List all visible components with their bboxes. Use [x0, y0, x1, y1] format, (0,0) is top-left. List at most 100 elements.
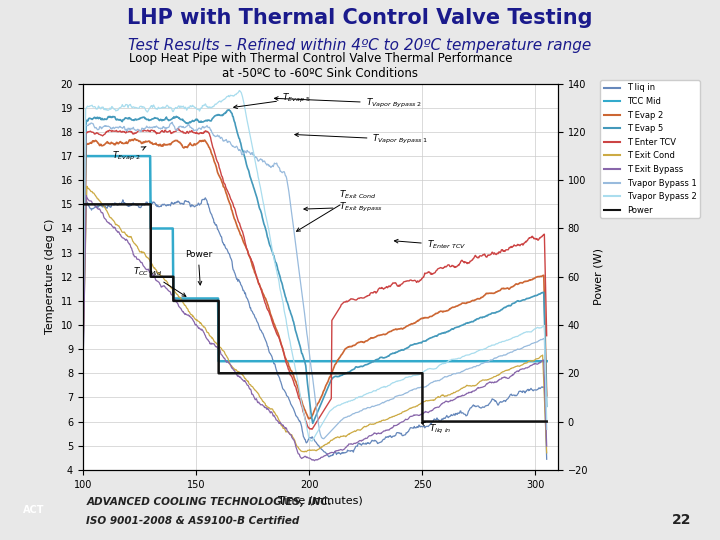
T Exit Cond — [542, 450, 551, 456]
T Enter TCV — [431, 268, 440, 274]
T Exit Bypass — [479, 383, 487, 390]
TCC Mid — [215, 358, 223, 365]
T Exit Bypass — [431, 404, 440, 411]
Title: Loop Heat Pipe with Thermal Control Valve Thermal Performance
at -50ºC to -60ºC : Loop Heat Pipe with Thermal Control Valv… — [129, 52, 512, 80]
Tvapor Bypass 1 — [78, 342, 87, 348]
Text: $T_{Enter\ TCV}$: $T_{Enter\ TCV}$ — [395, 239, 466, 251]
Tvapor Bypass 2 — [235, 87, 244, 94]
Text: $T_{Evap\ 2}$: $T_{Evap\ 2}$ — [112, 146, 146, 163]
Power — [360, 370, 369, 376]
Text: Test Results – Refined within 4ºC to 20ºC temperature range: Test Results – Refined within 4ºC to 20º… — [128, 38, 592, 53]
Text: $T_{Evap\ 5}$: $T_{Evap\ 5}$ — [234, 92, 310, 109]
TCC Mid — [78, 153, 87, 159]
T Enter TCV — [542, 333, 551, 339]
T Exit Cond — [374, 418, 383, 425]
T Evap 2 — [305, 416, 313, 422]
T liq in — [374, 440, 383, 446]
Line: T Exit Cond: T Exit Cond — [83, 186, 546, 453]
TCC Mid — [374, 358, 383, 365]
Line: TCC Mid: TCC Mid — [83, 156, 546, 361]
T Evap 2 — [542, 393, 551, 399]
T Evap 2 — [361, 338, 370, 345]
T Exit Cond — [107, 215, 116, 222]
Text: Power: Power — [184, 251, 212, 285]
T Enter TCV — [361, 294, 370, 300]
Tvapor Bypass 2 — [78, 335, 87, 342]
T liq in — [361, 441, 369, 447]
Line: T Enter TCV: T Enter TCV — [83, 129, 546, 429]
T Exit Bypass — [542, 443, 551, 449]
T Evap 5 — [349, 366, 358, 373]
Text: ADVANCED COOLING TECHNOLOGIES, INC.: ADVANCED COOLING TECHNOLOGIES, INC. — [86, 497, 333, 507]
Text: $T_{Vapor\ Bypass\ 1}$: $T_{Vapor\ Bypass\ 1}$ — [295, 133, 428, 146]
Tvapor Bypass 2 — [542, 417, 551, 424]
T Exit Cond — [479, 377, 487, 383]
Text: $T_{Vapor\ Bypass\ 2}$: $T_{Vapor\ Bypass\ 2}$ — [274, 97, 422, 110]
Tvapor Bypass 2 — [107, 105, 116, 112]
T Evap 2 — [479, 293, 487, 300]
T Exit Bypass — [78, 376, 87, 382]
T Enter TCV — [375, 285, 384, 291]
T Exit Cond — [83, 183, 91, 190]
Line: T liq in: T liq in — [83, 198, 546, 459]
T Evap 5 — [431, 333, 440, 339]
Tvapor Bypass 1 — [479, 360, 487, 366]
T Evap 5 — [361, 361, 370, 368]
Text: $T_{Exit\ Cond}$: $T_{Exit\ Cond}$ — [297, 188, 377, 231]
T Evap 5 — [107, 114, 116, 120]
Power — [418, 418, 427, 425]
T Evap 5 — [308, 420, 317, 427]
Y-axis label: Temperature (deg C): Temperature (deg C) — [45, 219, 55, 334]
T liq in — [348, 448, 357, 454]
Text: $T_{Exit\ Bypass}$: $T_{Exit\ Bypass}$ — [304, 200, 382, 214]
T Evap 2 — [107, 139, 116, 146]
Line: Tvapor Bypass 2: Tvapor Bypass 2 — [83, 91, 546, 441]
T Evap 2 — [349, 342, 358, 349]
T Evap 2 — [78, 352, 87, 359]
Tvapor Bypass 2 — [361, 391, 370, 397]
T Exit Cond — [431, 396, 439, 403]
Text: ISO 9001-2008 & AS9100-B Certified: ISO 9001-2008 & AS9100-B Certified — [86, 516, 300, 526]
Line: T Evap 5: T Evap 5 — [83, 110, 546, 423]
Power — [374, 370, 382, 376]
Power — [107, 201, 116, 207]
T Exit Cond — [361, 423, 369, 430]
Tvapor Bypass 2 — [431, 366, 440, 372]
T liq in — [431, 416, 439, 423]
Tvapor Bypass 1 — [107, 125, 116, 131]
T Enter TCV — [174, 125, 183, 132]
TCC Mid — [431, 358, 439, 365]
Text: 22: 22 — [672, 513, 691, 527]
T Exit Bypass — [361, 435, 370, 441]
Tvapor Bypass 1 — [168, 119, 176, 125]
Legend: T liq in, TCC Mid, T Evap 2, T Evap 5, T Enter TCV, T Exit Cond, T Exit Bypass, : T liq in, TCC Mid, T Evap 2, T Evap 5, T… — [600, 80, 700, 218]
T Evap 5 — [542, 403, 551, 410]
TCC Mid — [479, 358, 487, 365]
Power — [479, 418, 487, 425]
TCC Mid — [542, 358, 551, 365]
TCC Mid — [348, 358, 357, 365]
Power — [348, 370, 356, 376]
T Evap 5 — [78, 341, 87, 347]
Tvapor Bypass 2 — [349, 396, 358, 403]
Tvapor Bypass 1 — [542, 426, 551, 433]
Line: T Evap 2: T Evap 2 — [83, 139, 546, 419]
Tvapor Bypass 2 — [308, 438, 317, 444]
Tvapor Bypass 1 — [375, 401, 384, 408]
T Exit Bypass — [349, 441, 358, 447]
T liq in — [479, 403, 487, 410]
Tvapor Bypass 2 — [375, 386, 384, 392]
T Evap 2 — [375, 332, 384, 339]
T liq in — [107, 204, 116, 210]
T Exit Cond — [348, 429, 357, 435]
Text: ACT: ACT — [24, 505, 45, 515]
TCC Mid — [361, 358, 369, 365]
T Exit Bypass — [310, 457, 319, 464]
T liq in — [78, 381, 87, 387]
T Evap 5 — [375, 355, 384, 361]
T Enter TCV — [308, 426, 317, 433]
T Enter TCV — [78, 346, 87, 353]
T liq in — [542, 456, 551, 462]
Power — [431, 418, 439, 425]
Power — [78, 201, 87, 207]
